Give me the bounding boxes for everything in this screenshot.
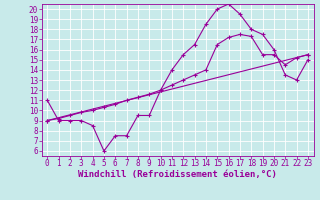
X-axis label: Windchill (Refroidissement éolien,°C): Windchill (Refroidissement éolien,°C) xyxy=(78,170,277,179)
